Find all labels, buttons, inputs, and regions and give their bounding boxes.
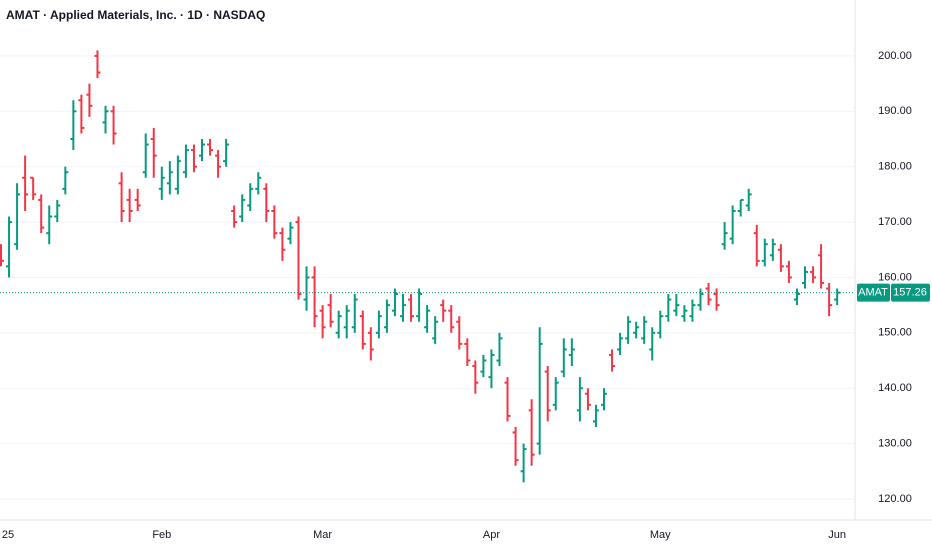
x-tick-label: 25 — [2, 529, 14, 541]
x-tick-label: May — [650, 529, 671, 541]
y-tick-label: 180.00 — [878, 161, 912, 173]
chart-title: AMAT · Applied Materials, Inc. · 1D · NA… — [6, 8, 265, 22]
y-tick-label: 140.00 — [878, 382, 912, 394]
y-tick-label: 200.00 — [878, 50, 912, 62]
symbol-label: AMAT — [858, 287, 888, 299]
x-tick-label: Feb — [152, 529, 171, 541]
price-badge — [891, 283, 930, 302]
last-price-label: 157.26 — [893, 287, 927, 299]
y-tick-label: 130.00 — [878, 437, 912, 449]
x-tick-label: Mar — [313, 529, 332, 541]
y-tick-label: 190.00 — [878, 105, 912, 117]
x-tick-label: Apr — [483, 529, 500, 541]
y-tick-label: 170.00 — [878, 216, 912, 228]
y-tick-label: 150.00 — [878, 327, 912, 339]
y-tick-label: 120.00 — [878, 493, 912, 505]
y-tick-label: 160.00 — [878, 271, 912, 283]
x-tick-label: Jun — [828, 529, 846, 541]
symbol-badge — [857, 283, 890, 302]
